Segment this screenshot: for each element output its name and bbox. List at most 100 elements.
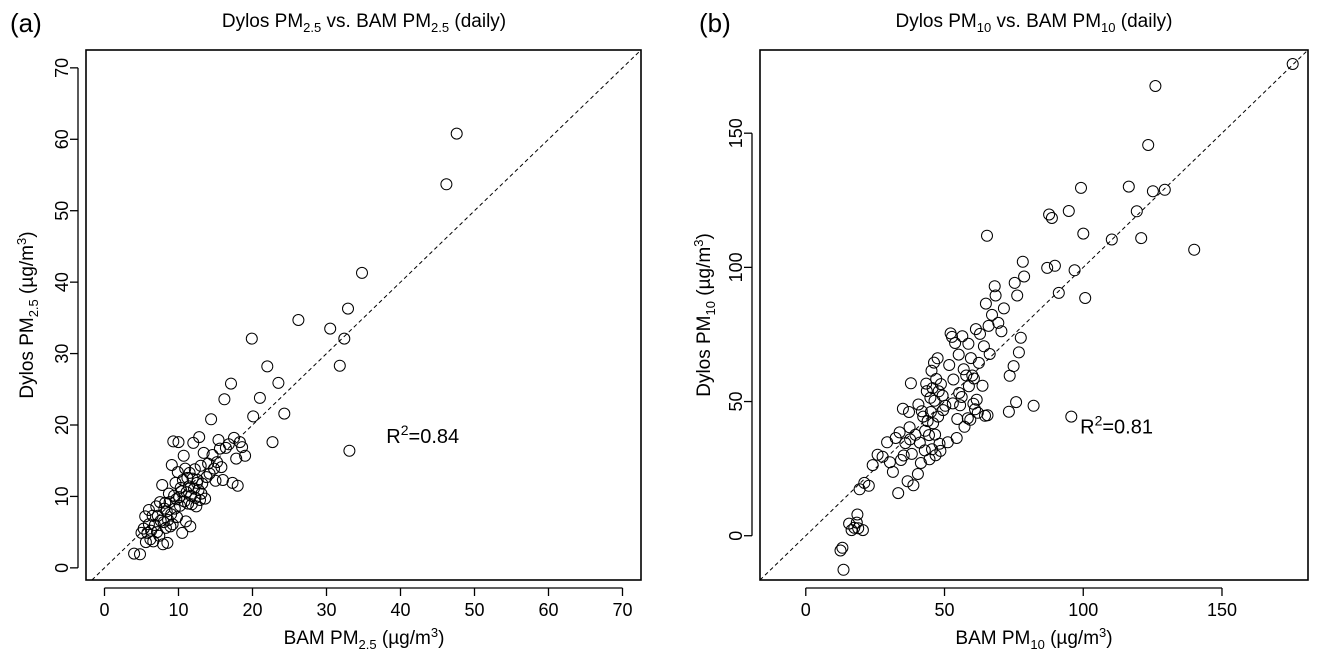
x-axis-title-part: ) (1106, 628, 1112, 649)
y-axis-title-part: Dylos PM (694, 315, 715, 396)
data-point (862, 479, 875, 492)
x-tick-label: 150 (1207, 600, 1237, 620)
data-point (856, 524, 869, 537)
y-tick-label: 50 (726, 392, 746, 412)
data-point (892, 487, 905, 500)
data-point (1065, 410, 1078, 423)
data-point (1052, 286, 1065, 299)
data-point (1130, 205, 1143, 218)
data-point (911, 468, 924, 480)
data-point (1105, 233, 1118, 246)
y-tick-label: 50 (52, 201, 72, 221)
chart-title: Dylos PM2.5 vs. BAM PM2.5 (daily) (222, 11, 506, 35)
data-point (834, 544, 847, 557)
data-point (924, 391, 937, 404)
data-point (342, 302, 354, 315)
data-point (1048, 259, 1061, 272)
data-point (199, 492, 212, 505)
data-point (1043, 208, 1056, 221)
data-point (952, 348, 965, 361)
data-point (995, 325, 1008, 338)
data-point (974, 327, 986, 340)
data-point (1016, 255, 1029, 268)
data-point (450, 127, 463, 140)
data-point (1027, 399, 1040, 412)
x-tick-label: 0 (99, 600, 109, 620)
scatter-points (128, 127, 463, 561)
data-point (964, 352, 977, 365)
x-axis: 0 10 20 30 40 50 60 70 BAM PM2.5 (µg/m3) (99, 587, 633, 652)
data-point (988, 280, 1001, 293)
data-point (261, 360, 274, 373)
data-point (915, 405, 928, 418)
data-point (1077, 227, 1090, 240)
data-point (215, 461, 228, 474)
data-point (338, 332, 351, 345)
data-point (1045, 212, 1058, 224)
y-axis-title-part: (µg/m (17, 245, 38, 299)
data-point (924, 406, 937, 418)
data-point (1286, 58, 1299, 70)
data-point (934, 378, 947, 391)
data-point (970, 393, 983, 406)
plot-frame (759, 49, 1309, 581)
data-point (165, 459, 178, 471)
y-axis-title-superscript: 3 (14, 238, 29, 245)
chart-title-subscript: 10 (977, 20, 991, 35)
data-point (179, 462, 192, 475)
x-axis-title-superscript: 3 (431, 625, 438, 640)
plot-frame (85, 49, 642, 581)
data-point (912, 398, 925, 411)
data-point (1007, 360, 1020, 373)
data-point (837, 563, 850, 576)
x-axis-title-subscript: 2.5 (359, 637, 377, 652)
data-point (167, 435, 180, 448)
data-point (184, 520, 197, 533)
data-point (943, 359, 956, 371)
data-point (845, 524, 858, 537)
y-tick-label: 100 (726, 252, 746, 282)
data-point (150, 500, 163, 513)
data-point (141, 526, 154, 539)
x-tick-label: 30 (316, 600, 336, 620)
y-tick-label: 10 (52, 486, 72, 506)
data-point (928, 356, 940, 369)
data-point (174, 499, 186, 512)
data-point (1062, 205, 1075, 217)
data-point (333, 359, 346, 372)
data-point (897, 449, 910, 462)
data-point (1012, 346, 1025, 359)
data-point (225, 377, 237, 390)
data-point (981, 409, 994, 422)
x-axis-title-part: BAM PM (284, 628, 359, 649)
data-point (921, 415, 934, 428)
data-point (976, 379, 989, 392)
data-point (156, 479, 169, 491)
x-tick-label: 100 (1068, 600, 1098, 620)
data-point (932, 385, 945, 398)
data-point (1018, 270, 1031, 283)
chart-title-part: vs. BAM PM (991, 11, 1101, 32)
data-point (929, 449, 942, 462)
data-point (960, 369, 973, 382)
data-point (850, 516, 863, 529)
data-point (866, 459, 879, 472)
x-axis-title-part: ) (438, 628, 444, 649)
data-point (949, 337, 962, 349)
y-tick-label: 40 (52, 272, 72, 292)
data-point (139, 510, 152, 523)
x-axis-title: BAM PM10 (µg/m3) (955, 625, 1112, 652)
y-axis-title-subscript: 10 (703, 301, 718, 315)
data-point (954, 399, 967, 412)
x-tick-label: 20 (242, 600, 262, 620)
data-point (934, 444, 947, 457)
data-point (957, 363, 970, 376)
data-point (144, 533, 157, 546)
panel-label: (b) (699, 8, 731, 38)
data-point (893, 426, 906, 439)
data-point (964, 413, 977, 426)
chart-title-part: (daily) (1116, 11, 1173, 32)
chart-title-part: vs. BAM PM (321, 11, 431, 32)
data-point (266, 436, 279, 449)
y-axis-title-part: ) (17, 231, 38, 237)
